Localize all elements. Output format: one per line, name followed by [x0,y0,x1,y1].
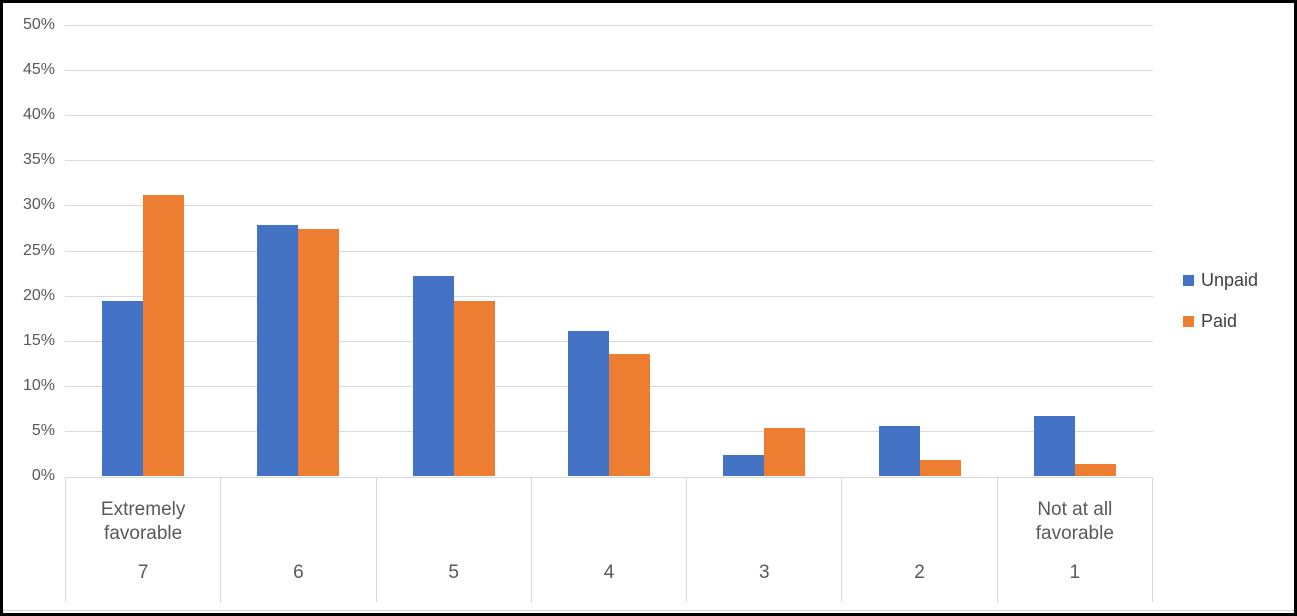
bar-unpaid-2 [878,426,920,476]
category-caption: Not at all favorable [1035,499,1114,544]
bar-unpaid-4 [568,330,609,476]
legend-item-unpaid: Unpaid [1183,269,1258,291]
y-tick-label: 10% [22,376,55,394]
y-tick-label: 20% [22,286,55,304]
category-cell-3: 3 [686,478,841,602]
bar-unpaid-5 [412,275,454,476]
category-cell-4: 4 [530,478,686,602]
category-caption: Extremely favorable [100,499,186,544]
gridline [65,70,1153,72]
gridline [65,160,1153,162]
y-tick-label: 0% [31,467,55,484]
gridline [65,340,1153,342]
legend-label-unpaid: Unpaid [1201,270,1259,290]
bar-unpaid-3 [723,455,765,476]
category-number: 1 [1069,562,1081,583]
chart-bottom-border [3,610,1294,611]
bar-unpaid-1 [1034,415,1076,476]
category-number: 2 [914,562,925,583]
y-tick-label: 15% [22,331,55,349]
y-tick-label: 25% [22,241,55,259]
bar-paid-4 [609,354,650,476]
gridline [65,25,1153,26]
category-number: 3 [758,562,770,583]
gridline [65,115,1153,117]
category-cell-6: 6 [220,478,375,602]
y-tick-label: 40% [22,106,55,124]
category-cell-5: 5 [375,478,531,602]
legend-item-paid: Paid [1183,310,1258,332]
bar-paid-7 [142,195,184,476]
category-cell-7: Extremely favorable 7 [65,478,220,602]
bar-paid-2 [919,459,961,476]
legend: Unpaid Paid [1183,269,1258,351]
legend-label-paid: Paid [1201,311,1238,331]
category-number: 5 [448,562,459,583]
legend-swatch-paid-icon [1183,315,1194,327]
bar-paid-1 [1075,464,1117,476]
category-cell-2: 2 [841,478,996,602]
category-cell-1: Not at all favorable 1 [996,478,1153,602]
bar-unpaid-7 [101,301,143,476]
bar-unpaid-6 [257,225,299,476]
y-tick-label: 50% [22,16,55,33]
gridline [65,250,1153,252]
category-number: 7 [137,562,149,583]
y-tick-label: 30% [22,196,55,214]
y-tick-label: 45% [22,61,55,79]
bar-paid-3 [764,428,806,476]
y-tick-label: 35% [22,151,55,169]
plot-area [65,25,1153,476]
legend-swatch-unpaid-icon [1183,274,1194,286]
bar-paid-6 [298,228,340,476]
category-number: 6 [293,562,304,583]
gridline [65,295,1153,297]
bar-paid-5 [453,301,495,476]
category-number: 4 [603,562,615,583]
y-axis: 50% 45% 40% 35% 30% 25% 20% 15% 10% 5% 0% [3,3,60,613]
category-axis: Extremely favorable 7 6 5 4 3 2 Not at all favo… [65,477,1153,602]
y-tick-label: 5% [31,421,55,439]
gridline [65,205,1153,207]
